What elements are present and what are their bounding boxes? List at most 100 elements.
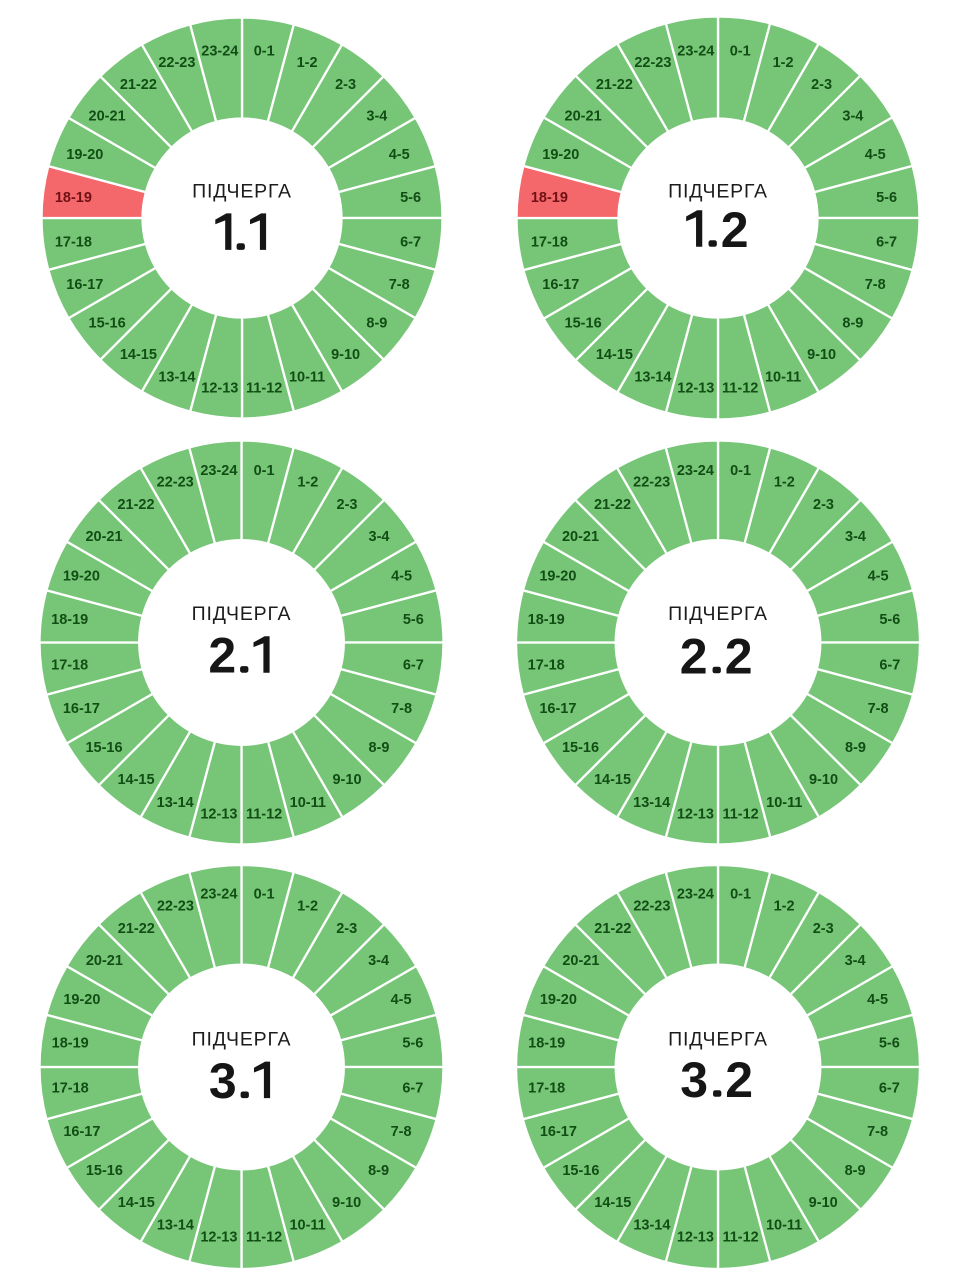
svg-text:16-17: 16-17: [540, 1124, 577, 1140]
svg-text:14-15: 14-15: [594, 772, 631, 788]
svg-text:9-10: 9-10: [809, 772, 838, 788]
svg-text:16-17: 16-17: [63, 701, 100, 717]
svg-text:22-23: 22-23: [157, 475, 194, 491]
svg-text:16-17: 16-17: [542, 277, 579, 293]
svg-text:20-21: 20-21: [89, 109, 126, 125]
svg-text:18-19: 18-19: [531, 190, 568, 206]
svg-text:6-7: 6-7: [402, 1081, 423, 1097]
svg-text:21-22: 21-22: [594, 497, 631, 513]
svg-text:9-10: 9-10: [332, 772, 361, 788]
svg-text:14-15: 14-15: [118, 1195, 155, 1211]
svg-text:21-22: 21-22: [594, 921, 631, 937]
svg-text:4-5: 4-5: [868, 568, 889, 584]
svg-text:9-10: 9-10: [331, 347, 360, 363]
svg-text:7-8: 7-8: [865, 277, 886, 293]
svg-text:ПІДЧЕРГА: ПІДЧЕРГА: [192, 603, 292, 625]
svg-text:17-18: 17-18: [528, 1081, 565, 1097]
svg-text:21-22: 21-22: [117, 497, 154, 513]
svg-text:18-19: 18-19: [51, 612, 88, 628]
svg-text:13-14: 13-14: [633, 1218, 670, 1234]
svg-text:15-16: 15-16: [86, 1163, 123, 1179]
svg-text:0-1: 0-1: [730, 44, 751, 60]
svg-text:3-4: 3-4: [845, 529, 866, 545]
svg-text:22-23: 22-23: [633, 898, 670, 914]
svg-text:20-21: 20-21: [85, 529, 122, 545]
svg-text:ПІДЧЕРГА: ПІДЧЕРГА: [668, 1029, 768, 1051]
svg-text:9-10: 9-10: [809, 1195, 838, 1211]
svg-text:7-8: 7-8: [868, 701, 889, 717]
svg-text:21-22: 21-22: [596, 77, 633, 93]
svg-text:4-5: 4-5: [391, 568, 412, 584]
svg-text:1-2: 1-2: [297, 475, 318, 491]
svg-text:22-23: 22-23: [633, 475, 670, 491]
svg-text:10-11: 10-11: [289, 369, 325, 385]
svg-text:15-16: 15-16: [562, 740, 599, 756]
svg-text:18-19: 18-19: [528, 1035, 565, 1051]
svg-text:2: 2: [725, 628, 753, 684]
svg-text:12-13: 12-13: [201, 381, 238, 397]
svg-text:4-5: 4-5: [867, 992, 888, 1008]
svg-text:21-22: 21-22: [118, 921, 155, 937]
svg-text:3: 3: [209, 1053, 237, 1109]
svg-text:20-21: 20-21: [562, 953, 599, 969]
svg-text:6-7: 6-7: [400, 234, 421, 250]
svg-text:16-17: 16-17: [63, 1124, 100, 1140]
svg-text:8-9: 8-9: [842, 316, 863, 332]
svg-text:3-4: 3-4: [845, 953, 866, 969]
svg-text:23-24: 23-24: [677, 44, 714, 60]
svg-text:19-20: 19-20: [540, 992, 577, 1008]
svg-text:6-7: 6-7: [876, 234, 897, 250]
svg-text:11-12: 11-12: [246, 807, 282, 823]
svg-text:7-8: 7-8: [389, 277, 410, 293]
svg-text:17-18: 17-18: [528, 657, 565, 673]
svg-text:10-11: 10-11: [766, 795, 802, 811]
svg-text:2-3: 2-3: [811, 77, 832, 93]
svg-text:11-12: 11-12: [246, 1229, 282, 1245]
svg-text:5-6: 5-6: [400, 190, 421, 206]
svg-text:17-18: 17-18: [52, 1081, 89, 1097]
svg-text:19-20: 19-20: [539, 568, 576, 584]
svg-text:10-11: 10-11: [765, 369, 801, 385]
svg-text:2-3: 2-3: [337, 497, 358, 513]
svg-text:9-10: 9-10: [332, 1195, 361, 1211]
svg-text:13-14: 13-14: [634, 369, 671, 385]
svg-text:13-14: 13-14: [633, 795, 670, 811]
svg-text:3-4: 3-4: [368, 953, 389, 969]
svg-text:2: 2: [725, 1052, 753, 1108]
svg-text:18-19: 18-19: [528, 612, 565, 628]
svg-text:5-6: 5-6: [876, 190, 897, 206]
svg-text:0-1: 0-1: [254, 463, 275, 479]
svg-text:16-17: 16-17: [66, 277, 103, 293]
svg-text:13-14: 13-14: [157, 1218, 194, 1234]
svg-text:5-6: 5-6: [402, 1035, 423, 1051]
svg-text:19-20: 19-20: [63, 992, 100, 1008]
svg-text:2-3: 2-3: [813, 497, 834, 513]
svg-text:2: 2: [680, 628, 708, 684]
svg-text:11-12: 11-12: [722, 381, 758, 397]
svg-text:7-8: 7-8: [391, 701, 412, 717]
svg-text:8-9: 8-9: [845, 1163, 866, 1179]
svg-text:8-9: 8-9: [366, 316, 387, 332]
svg-text:14-15: 14-15: [120, 347, 157, 363]
svg-text:23-24: 23-24: [200, 463, 237, 479]
svg-text:19-20: 19-20: [542, 147, 579, 163]
svg-text:15-16: 15-16: [565, 316, 602, 332]
svg-text:2: 2: [208, 628, 236, 684]
svg-text:23-24: 23-24: [201, 44, 238, 60]
svg-text:10-11: 10-11: [289, 1218, 325, 1234]
svg-text:5-6: 5-6: [879, 612, 900, 628]
svg-text:22-23: 22-23: [157, 898, 194, 914]
svg-text:16-17: 16-17: [539, 701, 576, 717]
svg-text:4-5: 4-5: [389, 147, 410, 163]
svg-text:18-19: 18-19: [52, 1035, 89, 1051]
svg-text:22-23: 22-23: [158, 55, 195, 71]
svg-text:20-21: 20-21: [562, 529, 599, 545]
svg-text:9-10: 9-10: [807, 347, 836, 363]
svg-text:2-3: 2-3: [813, 921, 834, 937]
svg-text:17-18: 17-18: [55, 234, 92, 250]
svg-text:ПІДЧЕРГА: ПІДЧЕРГА: [668, 603, 768, 625]
svg-text:5-6: 5-6: [879, 1035, 900, 1051]
svg-text:12-13: 12-13: [677, 381, 714, 397]
svg-text:14-15: 14-15: [117, 772, 154, 788]
svg-text:11-12: 11-12: [246, 381, 282, 397]
